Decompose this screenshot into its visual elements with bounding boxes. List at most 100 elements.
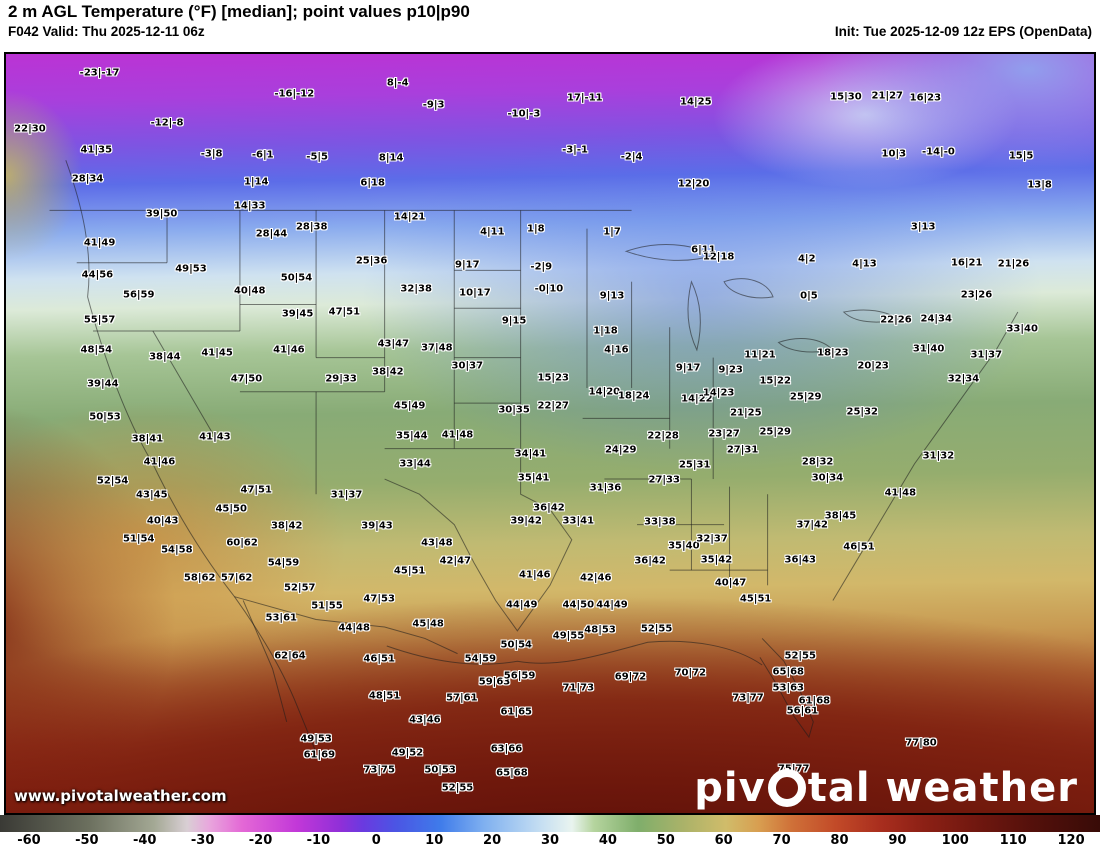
point-value-label: 44|49 — [505, 599, 538, 611]
point-value-label: 25|29 — [789, 391, 822, 403]
point-value-label: 9|15 — [501, 315, 527, 327]
point-value-label: 49|53 — [300, 733, 332, 745]
point-value-label: 22|26 — [880, 314, 912, 326]
colorbar-tick: 50 — [656, 833, 675, 848]
point-value-label: 37|48 — [421, 342, 453, 354]
init-time-label: Init: Tue 2025-12-09 12z EPS (OpenData) — [834, 24, 1092, 39]
point-value-label: 35|41 — [517, 472, 550, 484]
point-value-label: 1|7 — [603, 226, 621, 238]
point-value-label: 50|53 — [89, 411, 121, 423]
brand-text-pre: piv — [694, 765, 766, 811]
point-value-label: 28|32 — [801, 456, 834, 468]
point-value-label: 20|23 — [857, 360, 889, 372]
point-value-label: 1|14 — [243, 176, 269, 188]
point-value-label: 52|55 — [784, 650, 816, 662]
colorbar-tick: 30 — [540, 833, 560, 848]
colorbar-gradient — [0, 815, 1100, 832]
point-value-label: 61|65 — [500, 706, 533, 718]
point-value-label: 40|43 — [146, 515, 179, 527]
point-value-label: 27|31 — [726, 444, 759, 456]
point-value-label: 65|68 — [496, 767, 528, 779]
point-value-label: 39|43 — [361, 520, 393, 532]
point-value-label: 37|42 — [796, 519, 828, 531]
temperature-field-map[interactable] — [6, 54, 1094, 813]
point-value-label: 28|34 — [71, 173, 104, 185]
point-value-label: 43|45 — [136, 489, 168, 501]
point-value-label: 1|18 — [593, 325, 618, 337]
colorbar-tick: -60 — [17, 833, 41, 848]
point-value-label: 41|46 — [519, 569, 551, 581]
point-value-label: 57|62 — [220, 572, 253, 584]
point-value-label: 9|23 — [718, 364, 743, 376]
colorbar-tick: -50 — [75, 833, 99, 848]
colorbar-tick: -10 — [306, 833, 331, 848]
point-value-label: 49|55 — [552, 630, 585, 642]
point-value-label: 13|8 — [1027, 179, 1052, 191]
point-value-label: 49|53 — [175, 263, 207, 275]
point-value-label: 31|40 — [912, 343, 945, 355]
point-value-label: 6|18 — [360, 177, 385, 189]
point-value-label: 24|34 — [920, 313, 952, 325]
point-value-label: 27|33 — [648, 474, 680, 486]
point-value-label: 31|37 — [970, 349, 1003, 361]
point-value-label: 31|32 — [922, 450, 955, 462]
point-value-label: 59|63 — [478, 676, 511, 688]
point-value-label: 77|80 — [905, 737, 937, 749]
point-value-label: 47|51 — [328, 306, 361, 318]
point-value-label: 9|17 — [455, 259, 480, 271]
point-value-label: 48|54 — [80, 344, 113, 356]
point-value-label: -9|3 — [422, 99, 445, 111]
point-value-label: 23|26 — [960, 289, 993, 301]
point-value-label: 40|47 — [714, 577, 747, 589]
point-value-label: 22|27 — [537, 400, 569, 412]
point-value-label: 65|68 — [772, 666, 805, 678]
colorbar-tick: 40 — [598, 833, 617, 848]
point-value-label: 25|29 — [759, 426, 791, 438]
point-value-label: 53|63 — [772, 682, 805, 694]
point-value-label: 41|46 — [273, 344, 305, 356]
point-value-label: 36|42 — [533, 502, 565, 514]
colorbar-ticks: -60 -50 -40 -30 -20 -10 0 10 20 30 40 50 60 70 80 90 100… — [0, 832, 1100, 850]
point-value-label: 54|58 — [161, 544, 193, 556]
point-value-label: 36|42 — [634, 555, 666, 567]
point-value-label: 45|49 — [393, 400, 426, 412]
point-value-label: 15|23 — [537, 372, 569, 384]
point-value-label: 48|53 — [584, 624, 616, 636]
point-value-label: -6|1 — [251, 149, 274, 161]
point-value-label: 4|16 — [604, 344, 629, 356]
colorbar-tick: 120 — [1057, 833, 1085, 848]
header: 2 m AGL Temperature (°F) [median]; point… — [0, 0, 1100, 52]
point-value-label: 8|-4 — [386, 77, 409, 89]
point-value-label: 50|54 — [500, 639, 533, 651]
point-value-label: 38|41 — [131, 433, 164, 445]
point-value-label: 51|54 — [122, 533, 155, 545]
point-value-label: 17|-11 — [566, 92, 603, 104]
point-value-label: 54|59 — [464, 653, 497, 665]
point-value-label: 58|62 — [183, 572, 216, 584]
point-value-label: 42|46 — [579, 572, 612, 584]
point-value-label: 4|13 — [852, 258, 877, 270]
point-value-label: 10|17 — [459, 287, 491, 299]
point-value-label: 22|28 — [647, 430, 679, 442]
point-value-label: 21|25 — [730, 407, 762, 419]
point-value-label: 30|34 — [811, 472, 844, 484]
point-value-label: 41|35 — [80, 144, 113, 156]
point-value-label: 52|55 — [640, 623, 673, 635]
point-value-label: 33|41 — [562, 515, 595, 527]
point-value-label: 4|2 — [797, 253, 816, 265]
point-value-label: 0|5 — [800, 290, 818, 302]
point-value-label: 15|5 — [1008, 150, 1034, 162]
point-value-label: 38|42 — [270, 520, 303, 532]
point-value-label: 18|23 — [817, 347, 849, 359]
point-value-label: 30|35 — [498, 404, 530, 416]
point-value-label: 39|44 — [87, 378, 119, 390]
point-value-label: 52|57 — [284, 582, 316, 594]
point-value-label: 32|38 — [400, 283, 432, 295]
point-value-label: 3|13 — [910, 221, 936, 233]
point-value-label: 21|26 — [997, 258, 1030, 270]
point-value-label: -16|-12 — [274, 88, 315, 100]
colorbar: -60 -50 -40 -30 -20 -10 0 10 20 30 40 50 60 70 80 90 100… — [0, 815, 1100, 850]
point-value-label: 43|46 — [409, 714, 441, 726]
point-value-label: 16|21 — [950, 257, 983, 269]
